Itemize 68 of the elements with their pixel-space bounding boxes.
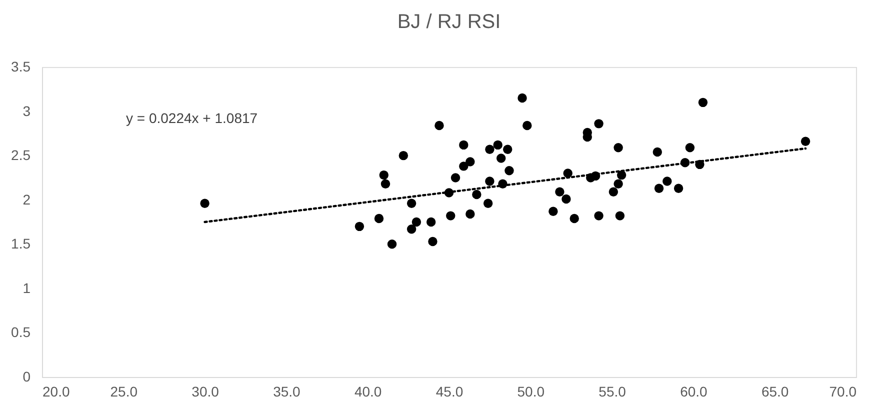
point	[608, 187, 618, 196]
x-tick-label: 55.0	[598, 384, 626, 400]
y-tick-label: 0.5	[11, 324, 31, 340]
point	[614, 143, 623, 152]
point	[674, 184, 684, 193]
point	[562, 194, 571, 204]
point	[426, 217, 436, 227]
point	[504, 166, 514, 176]
point	[570, 214, 579, 224]
point	[412, 217, 422, 227]
x-tick-label: 40.0	[354, 384, 382, 400]
x-tick-label: 50.0	[517, 384, 545, 400]
point	[374, 214, 384, 224]
point	[496, 154, 506, 163]
y-tick-label: 0	[22, 368, 31, 384]
point	[434, 120, 444, 130]
point	[555, 187, 564, 196]
point	[466, 157, 475, 166]
x-tick-label: 45.0	[436, 384, 464, 400]
y-tick-label: 2	[22, 191, 31, 208]
point	[548, 206, 558, 216]
x-tick-label: 25.0	[110, 384, 138, 400]
x-tick-label: 65.0	[761, 384, 789, 400]
point	[380, 179, 390, 189]
point	[459, 140, 468, 150]
point	[472, 190, 482, 200]
point	[450, 173, 460, 182]
point	[406, 224, 416, 234]
point	[459, 162, 468, 171]
point	[379, 170, 388, 180]
point	[485, 176, 494, 186]
point	[698, 98, 708, 108]
annotation: y = 0.0224x + 1.0817	[126, 110, 258, 126]
point	[503, 144, 512, 154]
point	[406, 198, 416, 208]
x-tick-label: 20.0	[42, 384, 70, 400]
point	[522, 120, 532, 130]
point	[594, 211, 604, 220]
point	[654, 184, 664, 193]
point	[518, 93, 527, 103]
point	[446, 211, 456, 220]
y-tick-label: 3	[22, 102, 31, 119]
x-tick-label: 30.0	[192, 384, 220, 400]
point	[615, 211, 625, 220]
point	[354, 222, 364, 232]
point	[662, 176, 672, 186]
point	[485, 144, 494, 154]
point	[493, 140, 502, 150]
point	[614, 179, 623, 189]
y-tick-label: 2.5	[11, 147, 31, 164]
y-tick-label: 1.5	[11, 236, 31, 252]
point	[483, 198, 493, 208]
point	[387, 240, 397, 249]
point	[652, 147, 662, 157]
point	[200, 198, 210, 208]
point	[563, 168, 572, 178]
x-tick-label: 35.0	[273, 384, 301, 400]
x-tick-label: 60.0	[680, 384, 708, 400]
point	[398, 150, 408, 160]
point	[594, 119, 604, 128]
y-tick-label: 3.5	[11, 58, 31, 74]
point	[800, 136, 810, 146]
point	[466, 209, 475, 219]
x-tick-label: 70.0	[829, 384, 857, 400]
point	[428, 236, 438, 246]
point	[685, 143, 695, 152]
chart-title: BJ / RJ RSI	[397, 11, 501, 33]
y-tick-label: 1	[22, 280, 31, 296]
